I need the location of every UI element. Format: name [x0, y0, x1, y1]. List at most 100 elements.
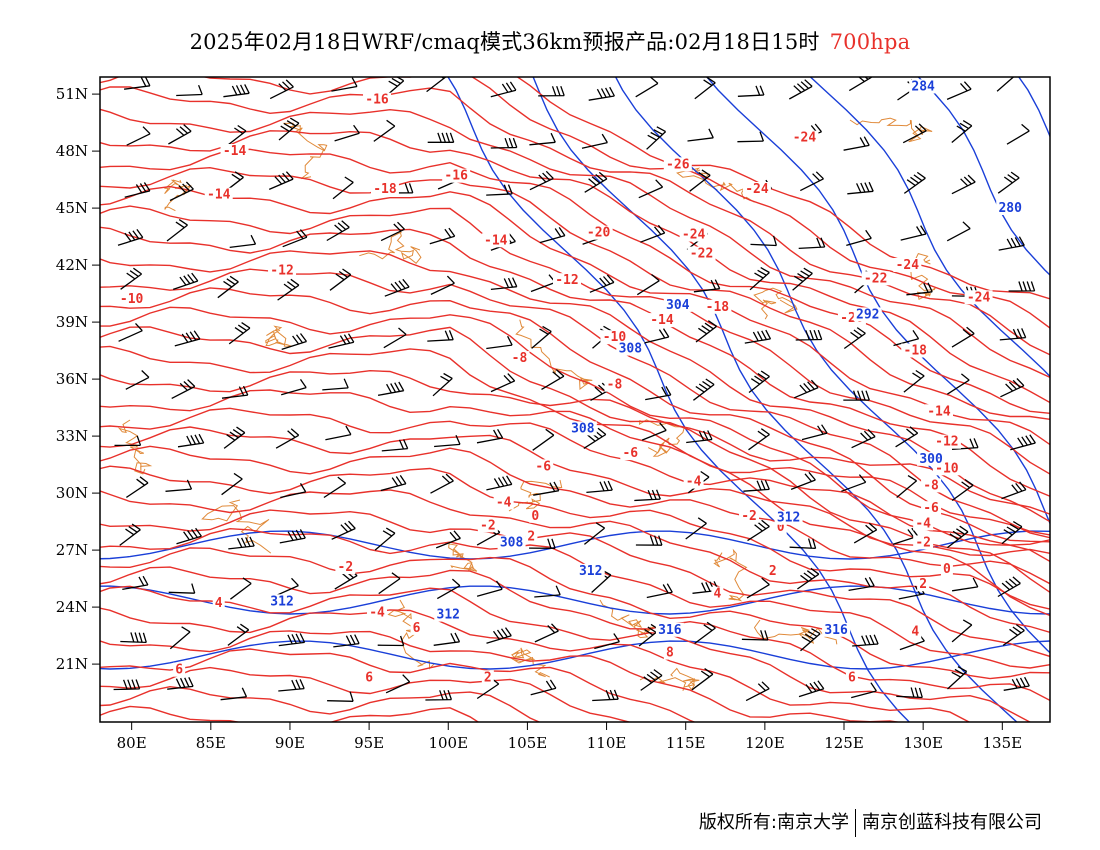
temperature-label: -12 — [555, 273, 578, 288]
temperature-label-bg — [924, 404, 953, 419]
wind-barb — [177, 433, 205, 448]
wind-barb — [476, 428, 504, 444]
geopotential-label: 308 — [619, 342, 643, 357]
wind-barb — [381, 439, 409, 452]
temperature-isotherm — [100, 268, 1050, 539]
lat-tick-label: 51N — [56, 85, 88, 103]
wind-barb — [640, 224, 666, 243]
wind-barb — [282, 229, 308, 248]
wind-barb — [902, 123, 927, 144]
wind-barb — [281, 333, 308, 351]
wind-barb — [280, 483, 307, 499]
boundary-segment — [117, 419, 153, 475]
wind-barb — [951, 120, 973, 143]
temperature-isotherm — [100, 389, 1050, 536]
wind-barb — [852, 634, 879, 647]
wind-barb — [588, 86, 615, 101]
geopotential-label: 292 — [856, 307, 879, 322]
geopotential-label: 304 — [666, 298, 690, 313]
lon-tick-label: 105E — [508, 734, 548, 752]
wind-barb — [529, 170, 554, 191]
wind-barb — [531, 325, 552, 349]
temperature-label: 4 — [215, 596, 223, 611]
temperature-label-bg — [620, 446, 641, 461]
title-level: 700hpa — [829, 30, 911, 54]
lon-tick-label: 115E — [666, 734, 706, 752]
wind-barb — [166, 219, 188, 242]
lat-tick-label: 27N — [56, 541, 88, 559]
temperature-isotherm — [100, 509, 1050, 658]
temperature-label: 4 — [713, 587, 721, 602]
temperature-label-bg — [220, 144, 249, 158]
temperature-isotherm — [100, 185, 1050, 446]
temperature-label: -10 — [603, 330, 627, 345]
temperature-isotherm — [100, 108, 1050, 379]
geopotential-isoline — [100, 640, 1050, 670]
wind-barbs — [113, 77, 1036, 702]
wind-barb — [1001, 521, 1023, 545]
lat-tick-label: 42N — [56, 256, 88, 274]
wind-barb — [223, 426, 246, 449]
temperature-label-bg — [604, 377, 625, 392]
longitude-axis: 80E 85E 90E 95E 100E 105E 110E 115E 120E 125E 130E… — [117, 722, 1022, 752]
wind-barb — [744, 329, 772, 344]
temperature-label: -4 — [369, 606, 385, 621]
temperature-label-bg — [893, 258, 922, 272]
wind-barb — [168, 124, 192, 145]
wind-barb — [746, 577, 770, 599]
wind-barb — [695, 320, 717, 343]
temperature-label: 2 — [769, 564, 777, 579]
temperature-label: -24 — [745, 182, 769, 197]
wind-barb — [646, 583, 673, 599]
wind-barb — [325, 425, 352, 441]
geopotential-label-bg — [576, 563, 605, 578]
wind-barb — [749, 267, 770, 291]
wind-barb — [125, 370, 150, 390]
temperature-isotherm — [100, 166, 1050, 420]
temperature-label-bg — [173, 662, 186, 677]
wind-barb — [221, 472, 243, 496]
geopotential-label: 280 — [998, 201, 1022, 216]
temperature-label-bg — [584, 225, 613, 240]
wind-barb — [229, 234, 257, 249]
temperature-isotherm — [100, 326, 1050, 593]
credit-owner: 版权所有:南京大学 — [698, 812, 849, 833]
temperature-label-bg — [861, 271, 890, 286]
temperature-label: 0 — [777, 520, 785, 535]
boundary-segment — [910, 253, 937, 301]
wind-barb — [486, 475, 513, 491]
wind-barb — [120, 267, 142, 290]
temperature-label: 0 — [531, 509, 539, 524]
wind-barb — [534, 585, 561, 598]
wind-barb — [275, 428, 300, 449]
temperature-label-bg — [845, 670, 858, 685]
wind-barb — [947, 666, 968, 690]
temperature-label-bg — [663, 645, 676, 660]
temperature-isotherm — [100, 445, 1050, 585]
temperature-label: -12 — [270, 264, 293, 279]
wind-barb — [795, 329, 823, 341]
temperature-isotherm — [100, 226, 1050, 497]
temperature-label: -2 — [915, 535, 931, 550]
map-frame — [99, 76, 1051, 723]
geopotential-label-bg — [434, 607, 463, 622]
temperature-labels: -16-14-14 -18-16-14-12-10-12-26-24-24-20-… — [117, 92, 993, 685]
geopotential-label: 316 — [658, 623, 682, 638]
wind-barb — [793, 379, 819, 399]
wind-barb — [377, 381, 405, 396]
temperature-isotherm — [100, 666, 632, 722]
temperature-label-bg — [477, 518, 498, 533]
lon-tick-label: 100E — [428, 734, 468, 752]
wind-barb — [798, 680, 825, 698]
wind-barb — [848, 77, 872, 92]
geopotential-isoline — [532, 77, 1018, 722]
wind-barb — [269, 79, 294, 100]
temperature-label-bg — [533, 459, 554, 474]
temperature-label: 2 — [484, 670, 492, 685]
wind-barb — [638, 623, 660, 647]
wind-barb — [903, 171, 926, 194]
wind-barb — [223, 84, 250, 98]
wind-barb — [329, 268, 352, 291]
temperature-label: 2 — [919, 577, 927, 592]
temperature-label: -4 — [915, 516, 931, 531]
